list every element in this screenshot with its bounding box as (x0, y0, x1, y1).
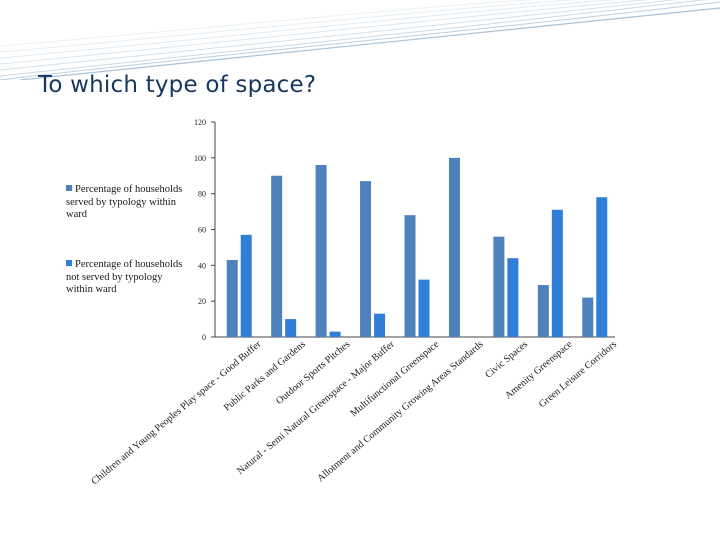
bar-not-served (329, 331, 341, 337)
y-tick-label: 80 (198, 190, 206, 199)
legend-swatch-served (66, 185, 72, 191)
x-category-label: Natural - Semi Natural Greenspace - Majo… (235, 338, 397, 476)
legend-label-not-served: Percentage of households not served by t… (66, 259, 183, 295)
y-tick-label: 120 (194, 118, 206, 127)
y-tick-label: 100 (194, 154, 206, 163)
bar-served (493, 236, 505, 337)
y-tick-label: 40 (198, 261, 206, 270)
x-category-label: Children and Young Peoples Play space - … (89, 338, 263, 487)
bar-not-served (418, 279, 430, 337)
bar-served (226, 259, 238, 337)
bar-not-served (551, 209, 563, 337)
bar-served (448, 157, 460, 337)
y-tick-label: 20 (198, 297, 206, 306)
x-category-label: Multifunctional Greenspace (348, 339, 441, 420)
bar-served (271, 175, 283, 337)
header-banner (0, 0, 720, 80)
y-tick-label: 60 (198, 226, 206, 235)
bar-served (404, 215, 416, 337)
bar-not-served (596, 197, 608, 337)
x-category-label: Civic Spaces (483, 339, 530, 381)
x-category-label: Green Leisure Corridors (537, 339, 619, 410)
legend-item-not-served: Percentage of households not served by t… (66, 259, 188, 297)
bar-not-served (507, 258, 519, 337)
x-category-label: Allotment and Community Growing Areas St… (315, 339, 485, 484)
legend-swatch-not-served (66, 260, 72, 266)
bar-served (315, 165, 327, 337)
bar-served (360, 181, 372, 337)
bar-not-served (285, 319, 297, 337)
y-tick-label: 0 (202, 333, 206, 342)
bar-served (582, 297, 594, 337)
slide-title: To which type of space? (38, 72, 317, 98)
bar-not-served (240, 234, 252, 337)
x-category-label: Outdoor Sports Pitches (274, 339, 352, 407)
bar-served (537, 285, 549, 337)
bar-not-served (374, 313, 386, 337)
x-category-label: Public Parks and Gardens (222, 339, 308, 414)
legend-item-served: Percentage of households served by typol… (66, 184, 188, 222)
legend-label-served: Percentage of households served by typol… (66, 184, 183, 220)
